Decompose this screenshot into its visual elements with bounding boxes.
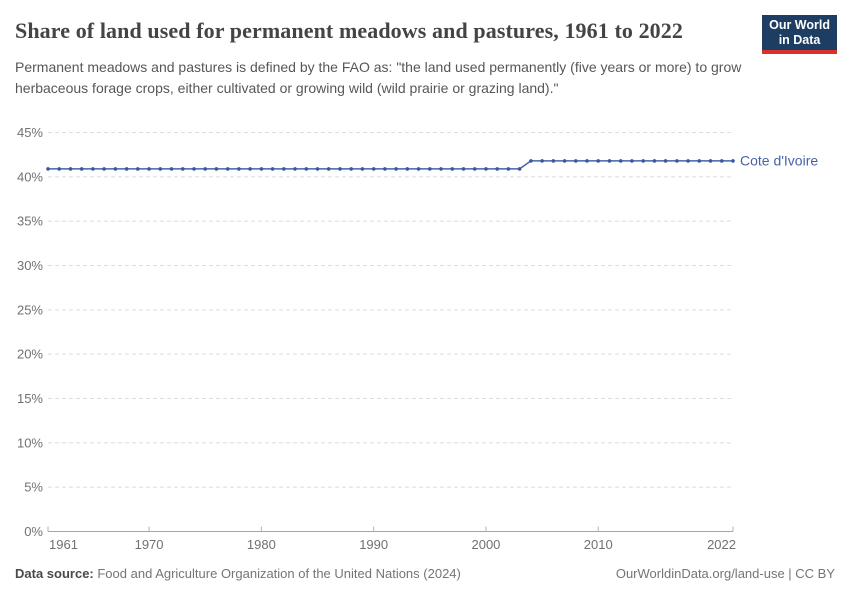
y-tick-label: 45% xyxy=(17,125,43,140)
data-source-text: Food and Agriculture Organization of the… xyxy=(93,566,461,581)
data-point xyxy=(596,159,600,163)
data-point xyxy=(270,167,275,171)
x-tick-label: 2022 xyxy=(707,537,736,552)
owid-logo: Our World in Data xyxy=(762,15,837,54)
data-point xyxy=(551,159,556,163)
data-point xyxy=(349,167,354,171)
data-point xyxy=(607,159,612,163)
data-point xyxy=(237,167,241,171)
x-tick-label: 1980 xyxy=(247,537,276,552)
data-point xyxy=(562,159,567,163)
attribution-license: OurWorldinData.org/land-use | CC BY xyxy=(615,566,835,581)
data-point xyxy=(124,167,129,171)
data-source-label: Data source: xyxy=(15,566,94,581)
data-point xyxy=(326,167,331,171)
series-end-label: Cote d'Ivoire xyxy=(740,152,818,168)
x-tick-label: 2000 xyxy=(471,537,500,552)
y-tick-label: 20% xyxy=(17,347,43,362)
x-tick-label: 1990 xyxy=(359,537,388,552)
data-point xyxy=(484,167,488,171)
owid-logo-line2: in Data xyxy=(778,33,821,47)
data-point xyxy=(68,167,73,171)
data-point xyxy=(529,159,533,163)
series-line xyxy=(48,160,733,170)
y-tick-label: 35% xyxy=(17,214,43,229)
data-point xyxy=(663,159,668,163)
data-point xyxy=(371,167,376,171)
data-point xyxy=(394,167,398,171)
data-point xyxy=(214,167,219,171)
chart-title: Share of land used for permanent meadows… xyxy=(15,18,683,43)
y-tick-label: 25% xyxy=(17,302,43,317)
chart-subtitle: Permanent meadows and pastures is define… xyxy=(15,59,742,96)
y-tick-label: 15% xyxy=(17,391,43,406)
data-point xyxy=(203,167,207,171)
data-point xyxy=(338,167,342,171)
data-point xyxy=(91,167,95,171)
data-point xyxy=(618,159,623,163)
data-point xyxy=(697,159,702,163)
chart-header: Share of land used for permanent meadows… xyxy=(15,15,837,99)
data-point xyxy=(181,167,185,171)
data-point xyxy=(147,167,151,171)
data-point xyxy=(416,167,421,171)
chart-footer: Data source: Food and Agriculture Organi… xyxy=(15,566,835,581)
data-point xyxy=(428,167,432,171)
data-point xyxy=(439,167,443,171)
data-point xyxy=(731,159,735,163)
data-point xyxy=(248,167,252,171)
owid-logo-line1: Our World xyxy=(769,18,830,32)
y-tick-label: 40% xyxy=(17,169,43,184)
data-point xyxy=(652,159,657,163)
data-point xyxy=(585,159,589,163)
data-point xyxy=(293,167,297,171)
data-point xyxy=(315,167,320,171)
data-point xyxy=(495,167,500,171)
data-point xyxy=(506,167,511,171)
data-point xyxy=(675,159,679,163)
x-tick-label: 2010 xyxy=(584,537,613,552)
x-tick-label: 1970 xyxy=(135,537,164,552)
data-point xyxy=(540,159,544,163)
data-point xyxy=(113,167,118,171)
data-point xyxy=(102,167,106,171)
y-tick-label: 0% xyxy=(24,524,43,539)
data-point xyxy=(630,159,634,163)
data-point xyxy=(259,167,264,171)
data-source-note: Data source: Food and Agriculture Organi… xyxy=(15,566,461,581)
data-point xyxy=(720,159,724,163)
data-point xyxy=(136,167,140,171)
data-point xyxy=(46,167,50,171)
data-point xyxy=(360,167,365,171)
data-point xyxy=(641,159,645,163)
x-tick-label: 1961 xyxy=(49,537,78,552)
data-point xyxy=(304,167,309,171)
data-point xyxy=(158,167,163,171)
data-point xyxy=(574,159,578,163)
data-point xyxy=(169,167,174,171)
data-point xyxy=(708,159,713,163)
data-point xyxy=(405,167,410,171)
data-point xyxy=(517,167,522,171)
data-point xyxy=(192,167,196,171)
y-tick-label: 5% xyxy=(24,480,43,495)
y-tick-label: 30% xyxy=(17,258,43,273)
data-point xyxy=(461,167,466,171)
data-point xyxy=(79,167,84,171)
data-point xyxy=(383,167,387,171)
data-point xyxy=(472,167,477,171)
data-point xyxy=(57,167,61,171)
y-tick-label: 10% xyxy=(17,435,43,450)
data-point xyxy=(225,167,230,171)
data-point xyxy=(282,167,286,171)
data-point xyxy=(450,167,455,171)
data-point xyxy=(686,159,690,163)
